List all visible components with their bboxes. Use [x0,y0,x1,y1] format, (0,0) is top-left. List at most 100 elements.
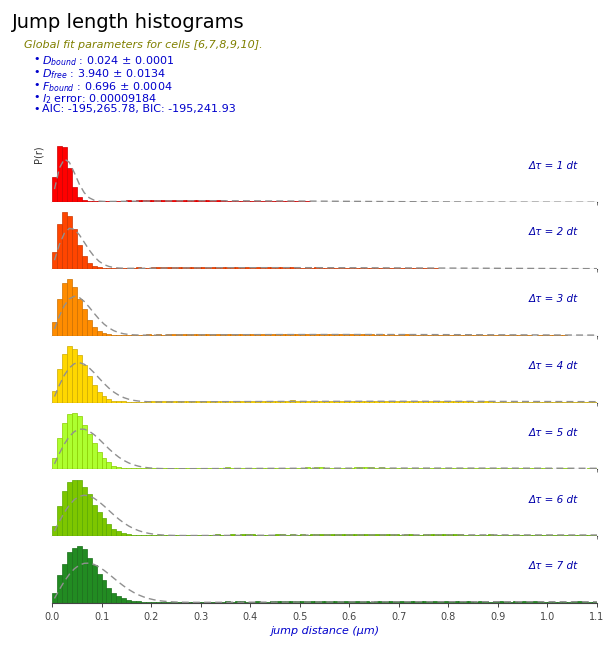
Bar [523,535,528,536]
Bar [136,201,141,203]
Bar [121,268,126,269]
Bar [102,580,106,603]
Bar [394,401,398,402]
Bar [502,535,507,536]
Bar [289,401,294,402]
Bar [547,468,552,470]
Text: Δτ = 3 dt: Δτ = 3 dt [529,294,578,304]
Bar [62,424,67,470]
Bar [206,334,211,336]
Bar [414,601,419,603]
Bar [106,524,111,536]
Bar [211,334,215,336]
Bar [62,564,67,603]
Bar [280,401,285,402]
Bar [374,268,379,269]
Bar [562,602,567,603]
Bar [270,334,275,336]
Bar [478,335,483,336]
Bar [463,335,468,336]
Bar [275,534,280,536]
Bar [260,468,265,470]
Bar [359,467,364,470]
Bar [220,535,225,536]
Bar [156,602,161,603]
Bar [111,335,116,336]
Bar [532,601,537,603]
Bar [196,201,201,203]
Bar [136,601,141,603]
Bar [384,601,389,603]
Bar [52,526,57,536]
Bar [275,334,280,336]
Bar [57,506,62,536]
Bar [488,335,493,336]
Bar [394,335,398,336]
Bar [468,535,473,536]
Bar [478,535,483,536]
Bar [220,201,225,203]
Bar [102,396,106,402]
Bar [315,468,319,470]
Bar [111,466,116,470]
Bar [285,468,289,470]
Bar [62,283,67,336]
Bar [111,529,116,536]
Bar [409,335,414,336]
Bar [285,535,289,536]
Text: Δτ = 1 dt: Δτ = 1 dt [529,161,578,170]
Bar [196,267,201,269]
Bar [364,335,369,336]
Bar [250,401,255,402]
Bar [463,601,468,603]
Bar [528,468,532,470]
Bar [52,177,57,203]
Bar [126,600,131,603]
Bar [453,535,458,536]
Bar [339,268,344,269]
Bar [409,468,414,470]
Bar [285,601,289,603]
Bar [225,201,230,203]
Bar [359,334,364,336]
Text: Global fit parameters for cells [6,7,8,9,10].: Global fit parameters for cells [6,7,8,9… [24,40,263,50]
Bar [176,267,181,269]
Bar [265,201,270,203]
Bar [52,593,57,603]
Bar [369,268,374,269]
Bar [300,468,305,470]
Bar [334,468,339,470]
Bar [235,535,240,536]
Bar [166,267,171,269]
Bar [433,534,438,536]
Bar [300,201,305,203]
Bar [201,201,206,203]
Bar [458,534,463,536]
Bar [131,201,136,203]
Bar [473,468,478,470]
Bar [414,468,419,470]
Bar [285,401,289,402]
Bar [507,602,512,603]
Bar [493,601,498,603]
Bar [151,201,156,203]
Bar [265,267,270,269]
Bar [319,334,324,336]
Bar [72,548,76,603]
Bar [468,602,473,603]
Bar [76,197,82,203]
Text: $D_{bound}$ : 0.024 ± 0.0001: $D_{bound}$ : 0.024 ± 0.0001 [42,54,174,68]
Bar [76,416,82,470]
Bar [419,535,424,536]
Bar [181,200,185,203]
Bar [315,601,319,603]
Bar [270,401,275,402]
Bar [364,468,369,470]
Bar [354,467,359,470]
Bar [403,401,409,402]
Bar [428,335,433,336]
Bar [131,468,136,470]
Bar [552,602,557,603]
Bar [146,468,151,470]
Bar [428,534,433,536]
